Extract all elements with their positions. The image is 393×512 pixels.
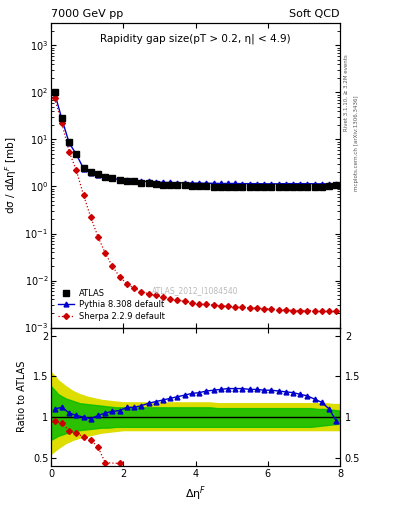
X-axis label: Δη$^F$: Δη$^F$: [185, 484, 206, 503]
Text: Soft QCD: Soft QCD: [290, 9, 340, 19]
Text: Rapidity gap size(pT > 0.2, η| < 4.9): Rapidity gap size(pT > 0.2, η| < 4.9): [100, 34, 291, 44]
Text: Rivet 3.1.10, ≥ 3.2M events: Rivet 3.1.10, ≥ 3.2M events: [344, 54, 349, 131]
Text: ATLAS_2012_I1084540: ATLAS_2012_I1084540: [152, 287, 239, 295]
Text: mcplots.cern.ch [arXiv:1306.3436]: mcplots.cern.ch [arXiv:1306.3436]: [354, 96, 359, 191]
Y-axis label: dσ / dΔη$^F$ [mb]: dσ / dΔη$^F$ [mb]: [3, 137, 19, 214]
Y-axis label: Ratio to ATLAS: Ratio to ATLAS: [17, 361, 28, 433]
Legend: ATLAS, Pythia 8.308 default, Sherpa 2.2.9 default: ATLAS, Pythia 8.308 default, Sherpa 2.2.…: [55, 286, 167, 324]
Text: 7000 GeV pp: 7000 GeV pp: [51, 9, 123, 19]
